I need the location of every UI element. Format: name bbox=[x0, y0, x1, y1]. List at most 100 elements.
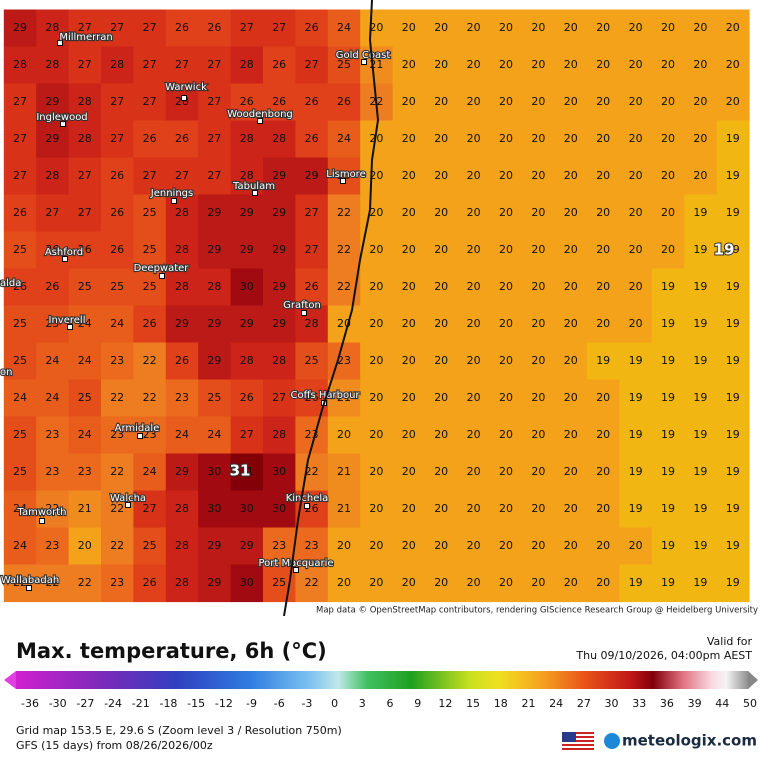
town-label: Lismore bbox=[326, 169, 365, 180]
scale-label: -36 bbox=[21, 697, 39, 710]
cell bbox=[619, 231, 653, 270]
cell bbox=[489, 305, 523, 344]
cell bbox=[133, 490, 167, 529]
grid-value: 20 bbox=[596, 21, 610, 34]
grid-value: 20 bbox=[564, 354, 578, 367]
grid-value: 19 bbox=[693, 391, 707, 404]
town-marker bbox=[257, 118, 263, 124]
cell bbox=[327, 453, 361, 492]
grid-value: 19 bbox=[726, 576, 740, 589]
grid-value: 20 bbox=[369, 354, 383, 367]
grid-value: 20 bbox=[661, 95, 675, 108]
grid-value: 28 bbox=[272, 428, 286, 441]
cell bbox=[327, 490, 361, 529]
grid-value: 25 bbox=[305, 354, 319, 367]
cell bbox=[263, 342, 296, 381]
cell bbox=[457, 564, 491, 603]
title: Max. temperature, 6h (°C) bbox=[16, 639, 327, 663]
grid-value: 20 bbox=[693, 95, 707, 108]
cell bbox=[619, 305, 653, 344]
cell bbox=[198, 9, 232, 48]
cell bbox=[3, 527, 37, 566]
grid-value: 28 bbox=[175, 243, 189, 256]
cell bbox=[165, 9, 199, 48]
cell bbox=[133, 342, 167, 381]
cell bbox=[198, 157, 232, 196]
grid-value: 20 bbox=[564, 539, 578, 552]
grid-value: 29 bbox=[272, 280, 286, 293]
grid-value: 27 bbox=[207, 132, 221, 145]
grid-value: 30 bbox=[240, 280, 254, 293]
cell bbox=[36, 305, 70, 344]
cell bbox=[360, 194, 394, 233]
cell bbox=[522, 120, 556, 159]
cell bbox=[684, 83, 718, 122]
grid-value: 25 bbox=[143, 243, 157, 256]
cell bbox=[165, 157, 199, 196]
scale-label: -30 bbox=[49, 697, 67, 710]
brand[interactable]: meteologix.com bbox=[622, 732, 757, 750]
grid-value: 20 bbox=[434, 21, 448, 34]
grid-value: 20 bbox=[434, 465, 448, 478]
grid-value: 20 bbox=[531, 428, 545, 441]
grid-value: 28 bbox=[78, 132, 92, 145]
grid-value: 20 bbox=[499, 354, 513, 367]
grid-value: 24 bbox=[207, 428, 221, 441]
cell bbox=[489, 527, 523, 566]
cell bbox=[522, 194, 556, 233]
cell bbox=[651, 194, 685, 233]
cell bbox=[651, 305, 685, 344]
grid-value: 20 bbox=[596, 428, 610, 441]
cell bbox=[3, 416, 37, 455]
grid-value: 27 bbox=[143, 58, 157, 71]
grid-value: 19 bbox=[693, 243, 707, 256]
grid-value: 21 bbox=[337, 465, 351, 478]
grid-value: 22 bbox=[110, 539, 124, 552]
grid-value: 26 bbox=[175, 132, 189, 145]
grid-value: 28 bbox=[207, 280, 221, 293]
grid-value: 26 bbox=[305, 132, 319, 145]
grid-value: 20 bbox=[564, 502, 578, 515]
town-marker bbox=[293, 567, 299, 573]
cell bbox=[554, 379, 588, 418]
cell bbox=[716, 231, 750, 270]
colorbar-left bbox=[4, 671, 16, 689]
cell bbox=[327, 9, 361, 48]
cell bbox=[230, 268, 264, 307]
grid-value: 27 bbox=[13, 95, 27, 108]
cell bbox=[587, 342, 620, 381]
cell bbox=[198, 490, 232, 529]
cell bbox=[198, 46, 232, 85]
grid-value: 20 bbox=[661, 243, 675, 256]
cell bbox=[457, 379, 491, 418]
grid-value: 19 bbox=[726, 354, 740, 367]
grid-value: 19 bbox=[629, 354, 643, 367]
extreme-value: 31 bbox=[230, 462, 251, 480]
cell bbox=[263, 490, 296, 529]
cell bbox=[587, 46, 620, 85]
grid-value: 20 bbox=[434, 243, 448, 256]
cell bbox=[230, 490, 264, 529]
town-label: Warwick bbox=[165, 82, 207, 93]
grid-value: 20 bbox=[467, 354, 481, 367]
scale-label: 18 bbox=[494, 697, 508, 710]
grid-value: 20 bbox=[531, 21, 545, 34]
grid-value: 26 bbox=[110, 206, 124, 219]
scale-label: 27 bbox=[577, 697, 591, 710]
cell bbox=[68, 9, 102, 48]
grid-value: 20 bbox=[596, 576, 610, 589]
town-label: Port Macquarie bbox=[258, 558, 333, 569]
grid-value: 19 bbox=[726, 428, 740, 441]
cell bbox=[327, 416, 361, 455]
grid-value: 23 bbox=[45, 465, 59, 478]
grid-value: 29 bbox=[240, 317, 254, 330]
grid-value: 29 bbox=[272, 243, 286, 256]
cell bbox=[684, 9, 718, 48]
grid-value: 29 bbox=[207, 317, 221, 330]
grid-value: 26 bbox=[143, 576, 157, 589]
grid-value: 29 bbox=[207, 206, 221, 219]
grid-value: 26 bbox=[240, 391, 254, 404]
grid-value: 20 bbox=[629, 206, 643, 219]
cell bbox=[684, 231, 718, 270]
model: GFS (15 days) from 08/26/2026/00z bbox=[16, 739, 213, 752]
